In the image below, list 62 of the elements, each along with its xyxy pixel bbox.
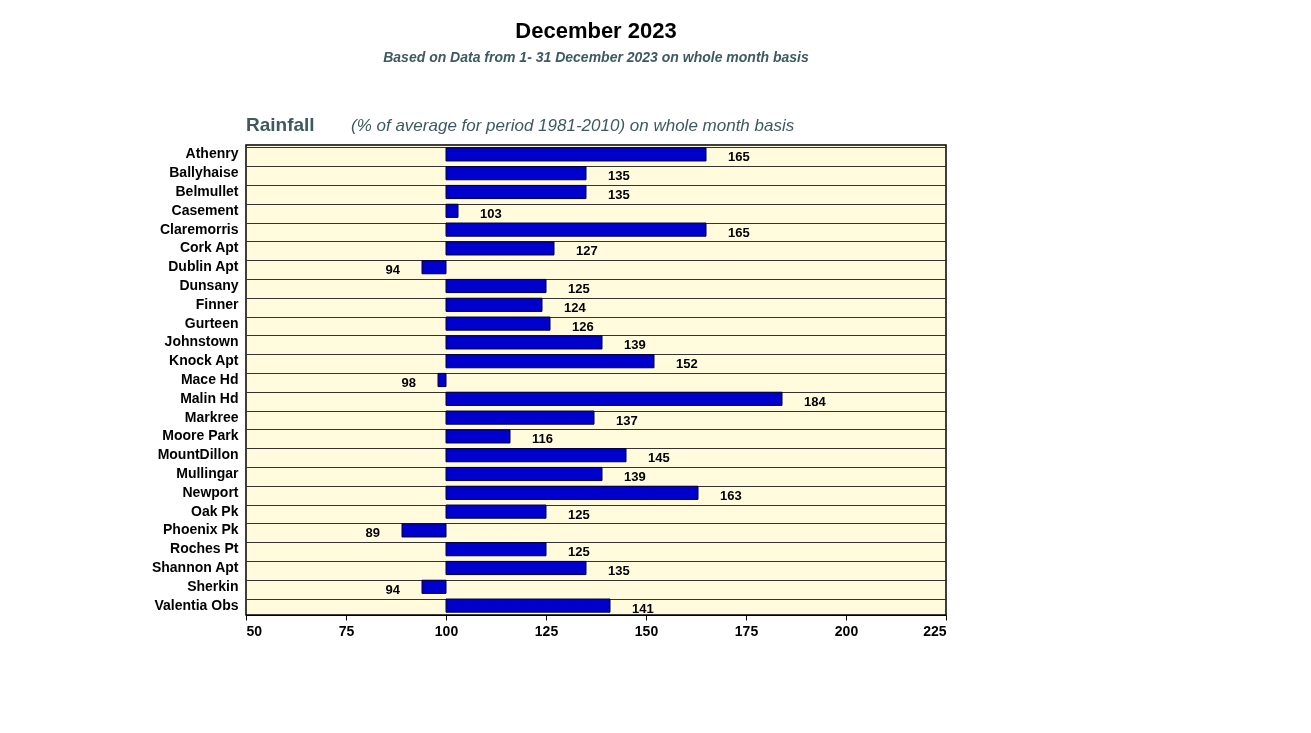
data-label: 127 xyxy=(576,243,598,259)
data-label: 137 xyxy=(616,412,638,428)
y-tick-label: Shannon Apt xyxy=(151,559,239,575)
y-tick-label: Knock Apt xyxy=(169,352,239,369)
data-label: 139 xyxy=(624,337,646,353)
y-tick-label: Newport xyxy=(182,483,239,500)
data-label: 152 xyxy=(676,356,698,372)
y-tick-label: Casement xyxy=(171,201,239,218)
text: (% of average for period 1981-2010) on whole month basis xyxy=(351,116,795,135)
data-label: 125 xyxy=(568,281,590,296)
data-label: 94 xyxy=(385,262,401,278)
chart-title: December 2023 xyxy=(515,18,677,43)
data-label: 165 xyxy=(728,149,750,165)
y-tick-label: Cork Apt xyxy=(179,239,239,256)
data-label: 89 xyxy=(365,525,380,541)
data-label: 116 xyxy=(532,431,553,447)
data-label: 165 xyxy=(728,224,750,240)
data-label: 94 xyxy=(385,581,401,597)
y-tick-label: MountDillon xyxy=(157,446,239,463)
data-label: 126 xyxy=(572,318,594,334)
y-tick-label: Gurteen xyxy=(184,314,239,331)
y-tick-label: Finner xyxy=(195,295,240,312)
y-tick-label: Mullingar xyxy=(176,465,240,481)
data-label: 124 xyxy=(564,299,587,315)
y-tick-label: Roches Pt xyxy=(170,540,239,557)
data-label: 163 xyxy=(720,487,742,503)
data-label: 98 xyxy=(401,375,416,390)
x-tick-label: 50 xyxy=(246,622,263,639)
data-label: 145 xyxy=(648,450,670,466)
data-label: 135 xyxy=(608,187,630,202)
y-tick-label: Sherkin xyxy=(187,577,239,594)
y-tick-label: Belmullet xyxy=(175,183,239,199)
y-tick-label: Johnstown xyxy=(164,333,239,350)
data-label: 184 xyxy=(804,393,827,409)
data-label: 125 xyxy=(568,544,590,560)
x-tick-label: 75 xyxy=(338,622,355,639)
y-tick-label: Valentia Obs xyxy=(154,596,239,613)
x-tick-label: 225 xyxy=(923,622,947,639)
y-tick-label: Claremorris xyxy=(159,220,239,237)
y-tick-label: Ballyhaise xyxy=(169,164,239,181)
data-label: 103 xyxy=(480,205,502,221)
x-tick-label: 125 xyxy=(534,622,559,639)
y-tick-label: Malin Hd xyxy=(180,389,239,406)
text: Rainfall xyxy=(246,114,315,135)
y-tick-label: Oak Pk xyxy=(191,502,239,519)
data-label: 141 xyxy=(632,600,654,616)
x-tick-label: 200 xyxy=(834,622,859,639)
y-tick-label: Phoenix Pk xyxy=(163,521,239,538)
y-tick-label: Mace Hd xyxy=(180,371,239,387)
y-tick-label: Markree xyxy=(184,408,239,425)
data-label: 135 xyxy=(608,563,630,578)
x-tick-label: 100 xyxy=(434,622,459,639)
x-tick-label: 150 xyxy=(634,622,659,639)
chart-subtitle: Based on Data from 1- 31 December 2023 on whole month basis xyxy=(383,49,809,65)
y-tick-label: Athenry xyxy=(185,145,239,162)
y-tick-label: Moore Park xyxy=(162,427,239,444)
data-label: 135 xyxy=(608,168,630,184)
data-label: 125 xyxy=(568,506,590,522)
y-tick-label: Dunsany xyxy=(179,277,239,293)
x-tick-label: 175 xyxy=(734,622,759,639)
data-label: 139 xyxy=(624,469,646,484)
y-tick-label: Dublin Apt xyxy=(168,258,239,275)
